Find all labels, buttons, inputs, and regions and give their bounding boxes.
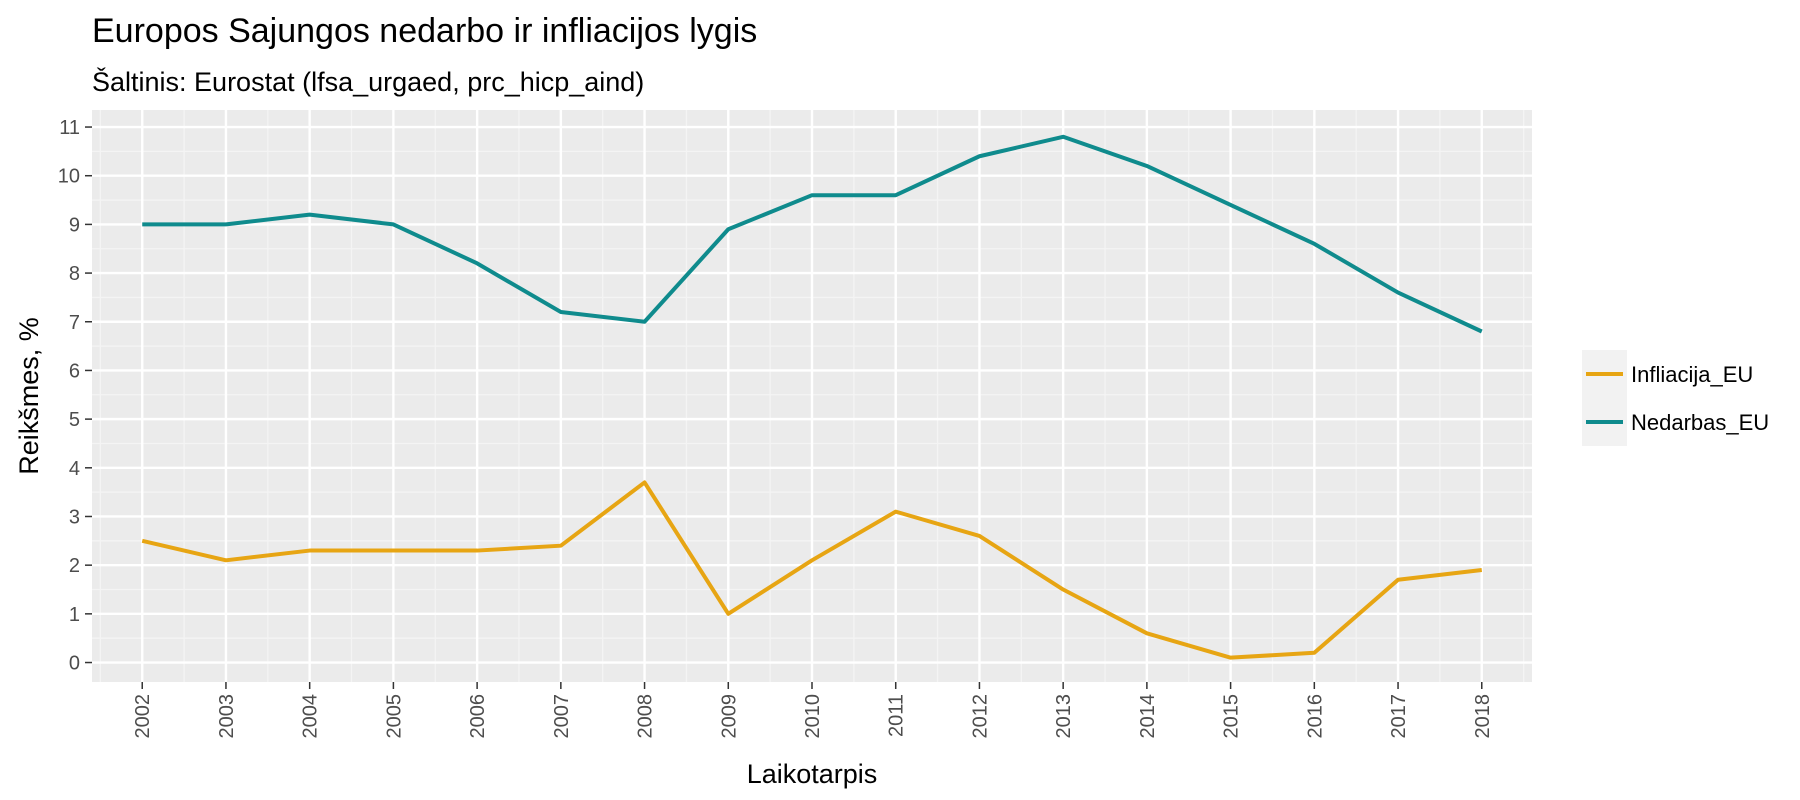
x-tick-label: 2009 — [718, 694, 740, 739]
x-tick-label: 2016 — [1304, 694, 1326, 739]
y-tick-label: 10 — [58, 166, 80, 188]
x-tick-label: 2006 — [467, 694, 489, 739]
series-line-infliacija-eu — [141, 480, 1483, 660]
x-tick-label: 2010 — [802, 694, 824, 739]
y-axis: 0 1 2 3 4 5 6 7 8 9 10 11 — [58, 117, 92, 675]
y-tick-label: 1 — [69, 604, 80, 626]
y-tick-label: 6 — [69, 360, 80, 382]
chart-title: Europos Sajungos nedarbo ir infliacijos … — [92, 12, 757, 50]
x-tick-label: 2018 — [1472, 694, 1494, 739]
x-tick-label: 2005 — [383, 694, 405, 739]
x-tick-label: 2008 — [635, 694, 657, 739]
x-tick-label: 2003 — [216, 694, 238, 739]
x-tick-label: 2004 — [300, 694, 322, 739]
y-tick-label: 5 — [69, 409, 80, 431]
x-tick-label: 2017 — [1388, 694, 1410, 739]
chart-subtitle: Šaltinis: Eurostat (lfsa_urgaed, prc_hic… — [92, 66, 644, 97]
legend: Infliacija_EU Nedarbas_EU — [1582, 350, 1769, 446]
y-tick-label: 11 — [59, 117, 80, 139]
y-tick-label: 7 — [69, 312, 80, 334]
series-line-nedarbas-eu — [142, 134, 1483, 334]
y-tick-label: 9 — [69, 214, 80, 236]
x-axis: 2002 2003 2004 2005 2006 2007 2008 2009 2010 2011… — [132, 682, 1494, 739]
x-tick-label: 2012 — [969, 694, 991, 739]
grid-major — [92, 110, 1532, 682]
series-layer — [141, 134, 1483, 660]
x-tick-label: 2007 — [551, 694, 573, 739]
y-tick-label: 3 — [69, 506, 80, 528]
x-tick-label: 2014 — [1137, 694, 1159, 739]
y-tick-label: 2 — [69, 555, 80, 577]
y-tick-label: 4 — [69, 458, 80, 480]
x-tick-label: 2002 — [132, 694, 154, 739]
legend-label: Nedarbas_EU — [1631, 410, 1769, 435]
x-tick-label: 2015 — [1221, 694, 1243, 739]
legend-label: Infliacija_EU — [1631, 362, 1753, 387]
y-tick-label: 8 — [69, 263, 80, 285]
x-tick-label: 2011 — [886, 694, 908, 737]
x-tick-label: 2013 — [1053, 694, 1075, 739]
y-tick-label: 0 — [69, 653, 80, 675]
y-axis-title: Reikšmes, % — [14, 317, 44, 475]
x-axis-title: Laikotarpis — [747, 759, 878, 789]
